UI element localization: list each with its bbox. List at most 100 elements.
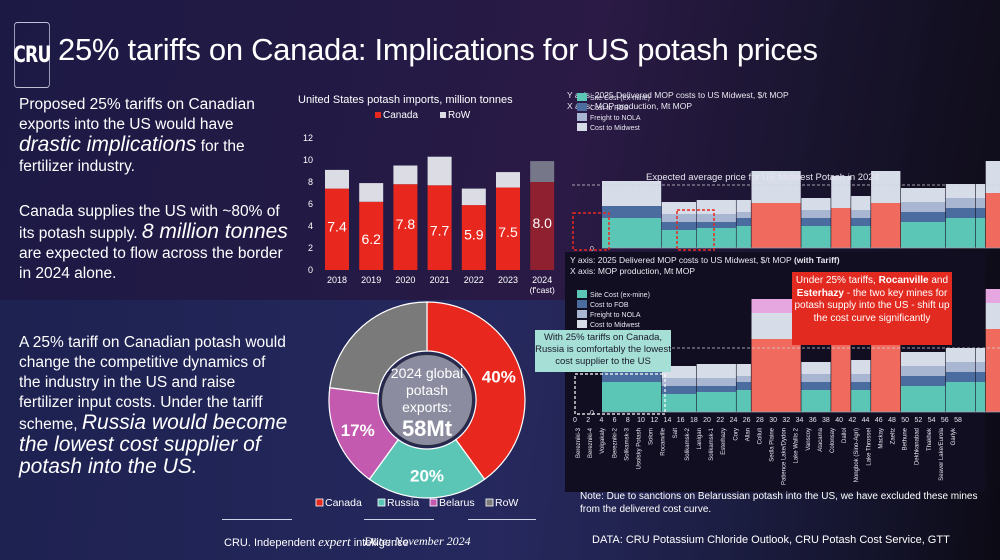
mine-label: Thakhek <box>927 427 933 451</box>
emphasis: drastic implications <box>19 133 197 156</box>
legend-swatch <box>577 290 587 298</box>
x-tick-label: 14 <box>664 417 672 424</box>
cost-component <box>945 372 976 382</box>
legend-swatch <box>577 103 587 111</box>
cost-component <box>696 378 736 386</box>
cost-component <box>696 392 736 412</box>
page-title: 25% tariffs on Canada: Implications for … <box>58 32 818 67</box>
mine-label: Sedla Plaine <box>770 427 776 461</box>
y-tick-label: 2 <box>308 243 313 253</box>
x-tick-label: 54 <box>928 417 936 424</box>
bar-row <box>393 165 418 185</box>
legend-label: Cost to Midwest <box>590 322 640 329</box>
cost-component <box>602 382 662 412</box>
x-tick-label: 36 <box>809 417 817 424</box>
divider <box>468 519 536 520</box>
legend-swatch <box>577 320 587 328</box>
mine-label: Bethune <box>903 427 909 450</box>
cost-component <box>901 386 946 412</box>
x-tick-label: 24 <box>730 417 738 424</box>
bar-canada <box>359 201 384 270</box>
cost-component <box>975 208 986 218</box>
x-axis-title: X axis: MOP production, Mt MOP <box>567 101 693 111</box>
cost-component <box>801 226 831 248</box>
cost-component <box>736 212 751 218</box>
x-tick-label: 2022 <box>464 275 484 285</box>
donut-slice-row <box>329 301 428 395</box>
cost-component <box>696 200 736 214</box>
bar-data-label: 7.8 <box>396 216 416 232</box>
publish-date: Date: November 2024 <box>364 534 471 548</box>
bar-row <box>325 169 349 189</box>
text: are expected to flow across the border i… <box>19 245 283 282</box>
legend-swatch <box>577 310 587 318</box>
duty-cost <box>751 299 801 313</box>
cost-component <box>736 382 751 390</box>
x-tick-label: 58 <box>954 417 962 424</box>
x-tick-label: 42 <box>848 417 856 424</box>
cost-component <box>696 228 736 248</box>
cost-component <box>975 372 986 382</box>
mine-label: Berezniki-4 <box>588 427 594 458</box>
cost-component <box>901 212 946 222</box>
mine-label: Solikamsk-1 <box>709 427 715 460</box>
bar-canada <box>393 184 418 270</box>
divider <box>222 519 292 520</box>
x-tick-label: 8 <box>626 417 630 424</box>
legend-label: Freight to NOLA <box>590 115 641 122</box>
x-tick-label: 34 <box>796 417 804 424</box>
x-tick-label: 46 <box>875 417 883 424</box>
cost-component <box>736 218 751 226</box>
mine-label: Colluli <box>757 428 763 444</box>
cost-component <box>736 226 751 248</box>
y-axis-title: Y axis: 2025 Delivered MOP costs to US M… <box>567 90 789 100</box>
x-tick-label: 6 <box>613 417 617 424</box>
legend-swatch <box>577 123 587 131</box>
x-tick-sublabel: (f'cast) <box>530 285 555 295</box>
x-tick-label: 2 <box>586 417 590 424</box>
legend-label-row: RoW <box>495 497 518 509</box>
bar-canada <box>496 187 520 270</box>
x-tick-label: 0 <box>573 417 577 424</box>
x-tick-label: 10 <box>637 417 645 424</box>
legend-swatch-row <box>485 498 494 507</box>
bar-data-label: 7.4 <box>327 218 347 234</box>
rocanville-esterhazy-callout: Under 25% tariffs, Rocanville and Esterh… <box>792 272 952 345</box>
bar-data-label: 5.9 <box>464 227 484 243</box>
imports-bar-chart: 0 2 4 6 8 10 12 Canada RoW 7.4 2018 6.2 2019 7.8 2020 7… <box>303 110 555 295</box>
mine-label: Lake Wallis 2 <box>794 427 800 463</box>
cost-component <box>851 196 871 210</box>
text: Proposed 25% tariffs on Canadian exports… <box>19 96 255 133</box>
bar-row <box>496 172 520 188</box>
cost-component <box>975 348 986 362</box>
legend-label-canada: Canada <box>383 110 418 121</box>
cost-component <box>975 184 986 198</box>
mine-label: Usolsky Potash <box>636 428 642 469</box>
cost-component <box>945 198 976 208</box>
x-tick-label: 12 <box>650 417 658 424</box>
legend-label-russia: Russia <box>387 497 419 509</box>
canadian-mine-cost <box>871 339 901 412</box>
x-tick-label: 56 <box>941 417 949 424</box>
mine-label: Vanscoy <box>806 428 812 451</box>
sanctions-note: Note: Due to sanctions on Belarussian po… <box>580 491 978 515</box>
mine-label: Berezniki-2 <box>612 427 618 458</box>
donut-center <box>380 353 474 447</box>
divider <box>364 519 434 520</box>
y-tick-label: 4 <box>308 221 313 231</box>
cost-midwest <box>985 303 1000 329</box>
x-axis-title: X axis: MOP production, Mt MOP <box>570 266 696 276</box>
cost-component <box>736 390 751 412</box>
mine-label: Volgakaly <box>600 428 606 454</box>
highlight-box-esterhazy <box>676 209 715 251</box>
x-tick-label: 30 <box>769 417 777 424</box>
cost-component <box>975 218 986 248</box>
cost-component <box>696 222 736 228</box>
mine-label: Zaeltz <box>891 428 897 444</box>
cost-component <box>851 226 871 248</box>
cost-midwest <box>985 161 1000 193</box>
canadian-mine-cost <box>751 339 801 412</box>
duty-cost <box>985 289 1000 303</box>
y-axis-title: Y axis: 2025 Delivered MOP costs to US M… <box>570 255 792 265</box>
